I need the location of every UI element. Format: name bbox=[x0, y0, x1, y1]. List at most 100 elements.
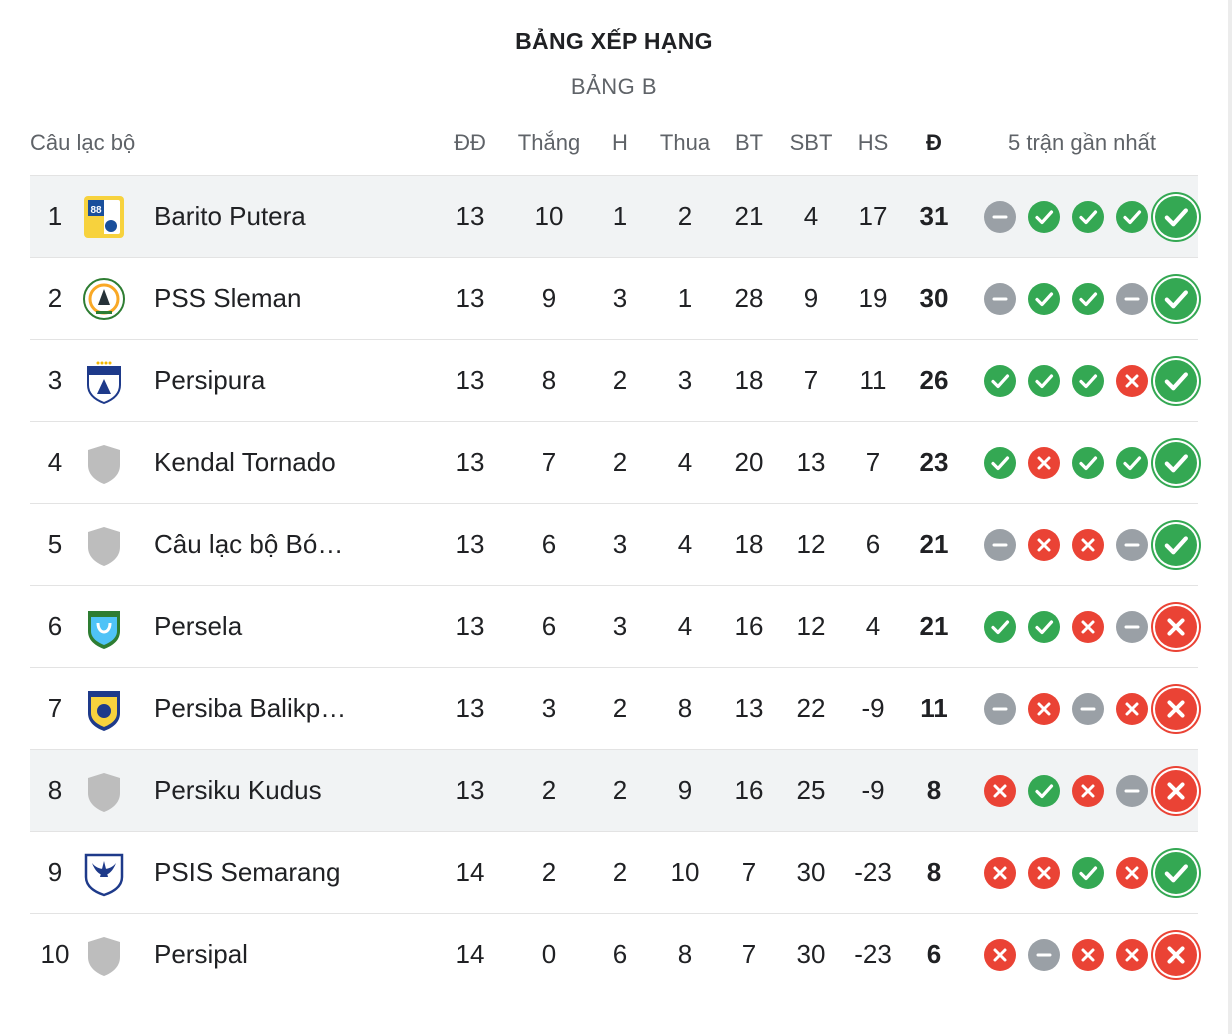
stat-drawn: 1 bbox=[612, 201, 628, 231]
stat-gd: 19 bbox=[858, 283, 888, 313]
win-icon[interactable] bbox=[1028, 201, 1060, 233]
loss-icon[interactable] bbox=[1155, 934, 1197, 976]
stat-played: 13 bbox=[455, 693, 485, 723]
loss-icon[interactable] bbox=[1028, 857, 1060, 889]
stat-gf: 20 bbox=[734, 447, 764, 477]
stat-gd: -23 bbox=[854, 857, 892, 887]
stat-won: 2 bbox=[541, 857, 557, 887]
loss-icon[interactable] bbox=[1028, 693, 1060, 725]
table-row[interactable]: 5 Câu lạc bộ Bó… 13 6 3 4 18 12 6 21 bbox=[30, 503, 1198, 586]
loss-icon[interactable] bbox=[1116, 857, 1148, 889]
table-row[interactable]: 9 PSIS Semarang 14 2 2 10 7 30 -23 8 bbox=[30, 831, 1198, 914]
loss-icon[interactable] bbox=[984, 775, 1016, 807]
stat-gd: -9 bbox=[861, 693, 885, 723]
stat-won: 6 bbox=[541, 611, 557, 641]
table-row[interactable]: 2 PSS Sleman 13 9 3 1 28 9 19 30 bbox=[30, 257, 1198, 340]
draw-icon[interactable] bbox=[984, 693, 1016, 725]
win-icon[interactable] bbox=[984, 611, 1016, 643]
team-name[interactable]: PSIS Semarang bbox=[154, 857, 341, 887]
draw-icon[interactable] bbox=[1116, 283, 1148, 315]
loss-icon[interactable] bbox=[1072, 529, 1104, 561]
win-icon[interactable] bbox=[1155, 524, 1197, 566]
loss-icon[interactable] bbox=[984, 939, 1016, 971]
team-name[interactable]: Persela bbox=[154, 611, 243, 641]
table-row[interactable]: 10 Persipal 14 0 6 8 7 30 -23 6 bbox=[30, 913, 1198, 996]
loss-icon[interactable] bbox=[1028, 529, 1060, 561]
team-name[interactable]: Persiku Kudus bbox=[154, 775, 322, 805]
win-icon[interactable] bbox=[1155, 278, 1197, 320]
loss-icon[interactable] bbox=[1155, 688, 1197, 730]
stat-ga: 22 bbox=[796, 693, 826, 723]
stat-lost: 9 bbox=[677, 775, 693, 805]
loss-icon[interactable] bbox=[1072, 611, 1104, 643]
stat-won: 2 bbox=[541, 775, 557, 805]
loss-icon[interactable] bbox=[1116, 693, 1148, 725]
stat-drawn: 3 bbox=[612, 283, 628, 313]
loss-icon[interactable] bbox=[1072, 939, 1104, 971]
win-icon[interactable] bbox=[1072, 857, 1104, 889]
draw-icon[interactable] bbox=[984, 529, 1016, 561]
stat-drawn: 2 bbox=[612, 365, 628, 395]
win-icon[interactable] bbox=[1072, 365, 1104, 397]
draw-icon[interactable] bbox=[1116, 611, 1148, 643]
team-name[interactable]: Câu lạc bộ Bó… bbox=[154, 529, 344, 559]
loss-icon[interactable] bbox=[984, 857, 1016, 889]
recent-form bbox=[984, 668, 1198, 750]
draw-icon[interactable] bbox=[1072, 693, 1104, 725]
stat-pts: 21 bbox=[919, 611, 949, 641]
win-icon[interactable] bbox=[1028, 611, 1060, 643]
loss-icon[interactable] bbox=[1028, 447, 1060, 479]
loss-icon[interactable] bbox=[1155, 770, 1197, 812]
stat-pts: 21 bbox=[919, 529, 949, 559]
team-name[interactable]: Kendal Tornado bbox=[154, 447, 336, 477]
table-row[interactable]: 8 Persiku Kudus 13 2 2 9 16 25 -9 8 bbox=[30, 749, 1198, 832]
win-icon[interactable] bbox=[1116, 201, 1148, 233]
stat-gd: 6 bbox=[865, 529, 881, 559]
loss-icon[interactable] bbox=[1116, 365, 1148, 397]
shield-placeholder-logo bbox=[80, 521, 128, 569]
table-row[interactable]: 4 Kendal Tornado 13 7 2 4 20 13 7 23 bbox=[30, 421, 1198, 504]
stat-won: 10 bbox=[534, 201, 564, 231]
stat-played: 13 bbox=[455, 775, 485, 805]
stat-lost: 4 bbox=[677, 611, 693, 641]
win-icon[interactable] bbox=[1072, 447, 1104, 479]
team-name[interactable]: Persipura bbox=[154, 365, 266, 395]
stat-ga: 12 bbox=[796, 529, 826, 559]
team-name[interactable]: Persiba Balikp… bbox=[154, 693, 347, 723]
win-icon[interactable] bbox=[1028, 283, 1060, 315]
stat-won: 3 bbox=[541, 693, 557, 723]
table-row[interactable]: 7 Persiba Balikp… 13 3 2 8 13 22 -9 11 bbox=[30, 667, 1198, 750]
loss-icon[interactable] bbox=[1155, 606, 1197, 648]
win-icon[interactable] bbox=[1028, 775, 1060, 807]
stat-ga: 12 bbox=[796, 611, 826, 641]
win-icon[interactable] bbox=[984, 447, 1016, 479]
win-icon[interactable] bbox=[1155, 852, 1197, 894]
header-form: 5 trận gần nhất bbox=[1007, 130, 1156, 155]
team-name[interactable]: Persipal bbox=[154, 939, 248, 969]
win-icon[interactable] bbox=[984, 365, 1016, 397]
loss-icon[interactable] bbox=[1072, 775, 1104, 807]
table-row[interactable]: 3 Persipura 13 8 2 3 18 7 11 26 bbox=[30, 339, 1198, 422]
draw-icon[interactable] bbox=[1116, 529, 1148, 561]
stat-pts: 26 bbox=[919, 365, 949, 395]
draw-icon[interactable] bbox=[984, 283, 1016, 315]
draw-icon[interactable] bbox=[984, 201, 1016, 233]
win-icon[interactable] bbox=[1155, 196, 1197, 238]
draw-icon[interactable] bbox=[1116, 775, 1148, 807]
win-icon[interactable] bbox=[1028, 365, 1060, 397]
win-icon[interactable] bbox=[1116, 447, 1148, 479]
table-row[interactable]: 1 88 Barito Putera 13 10 1 2 21 4 17 31 bbox=[30, 175, 1198, 258]
win-icon[interactable] bbox=[1072, 283, 1104, 315]
persela-logo bbox=[80, 603, 128, 651]
team-name[interactable]: PSS Sleman bbox=[154, 283, 302, 313]
draw-icon[interactable] bbox=[1028, 939, 1060, 971]
table-row[interactable]: 6 Persela 13 6 3 4 16 12 4 21 bbox=[30, 585, 1198, 668]
position: 9 bbox=[47, 857, 63, 887]
loss-icon[interactable] bbox=[1116, 939, 1148, 971]
win-icon[interactable] bbox=[1155, 442, 1197, 484]
stat-played: 14 bbox=[455, 939, 485, 969]
win-icon[interactable] bbox=[1155, 360, 1197, 402]
team-name[interactable]: Barito Putera bbox=[154, 201, 306, 231]
recent-form bbox=[984, 504, 1198, 586]
win-icon[interactable] bbox=[1072, 201, 1104, 233]
